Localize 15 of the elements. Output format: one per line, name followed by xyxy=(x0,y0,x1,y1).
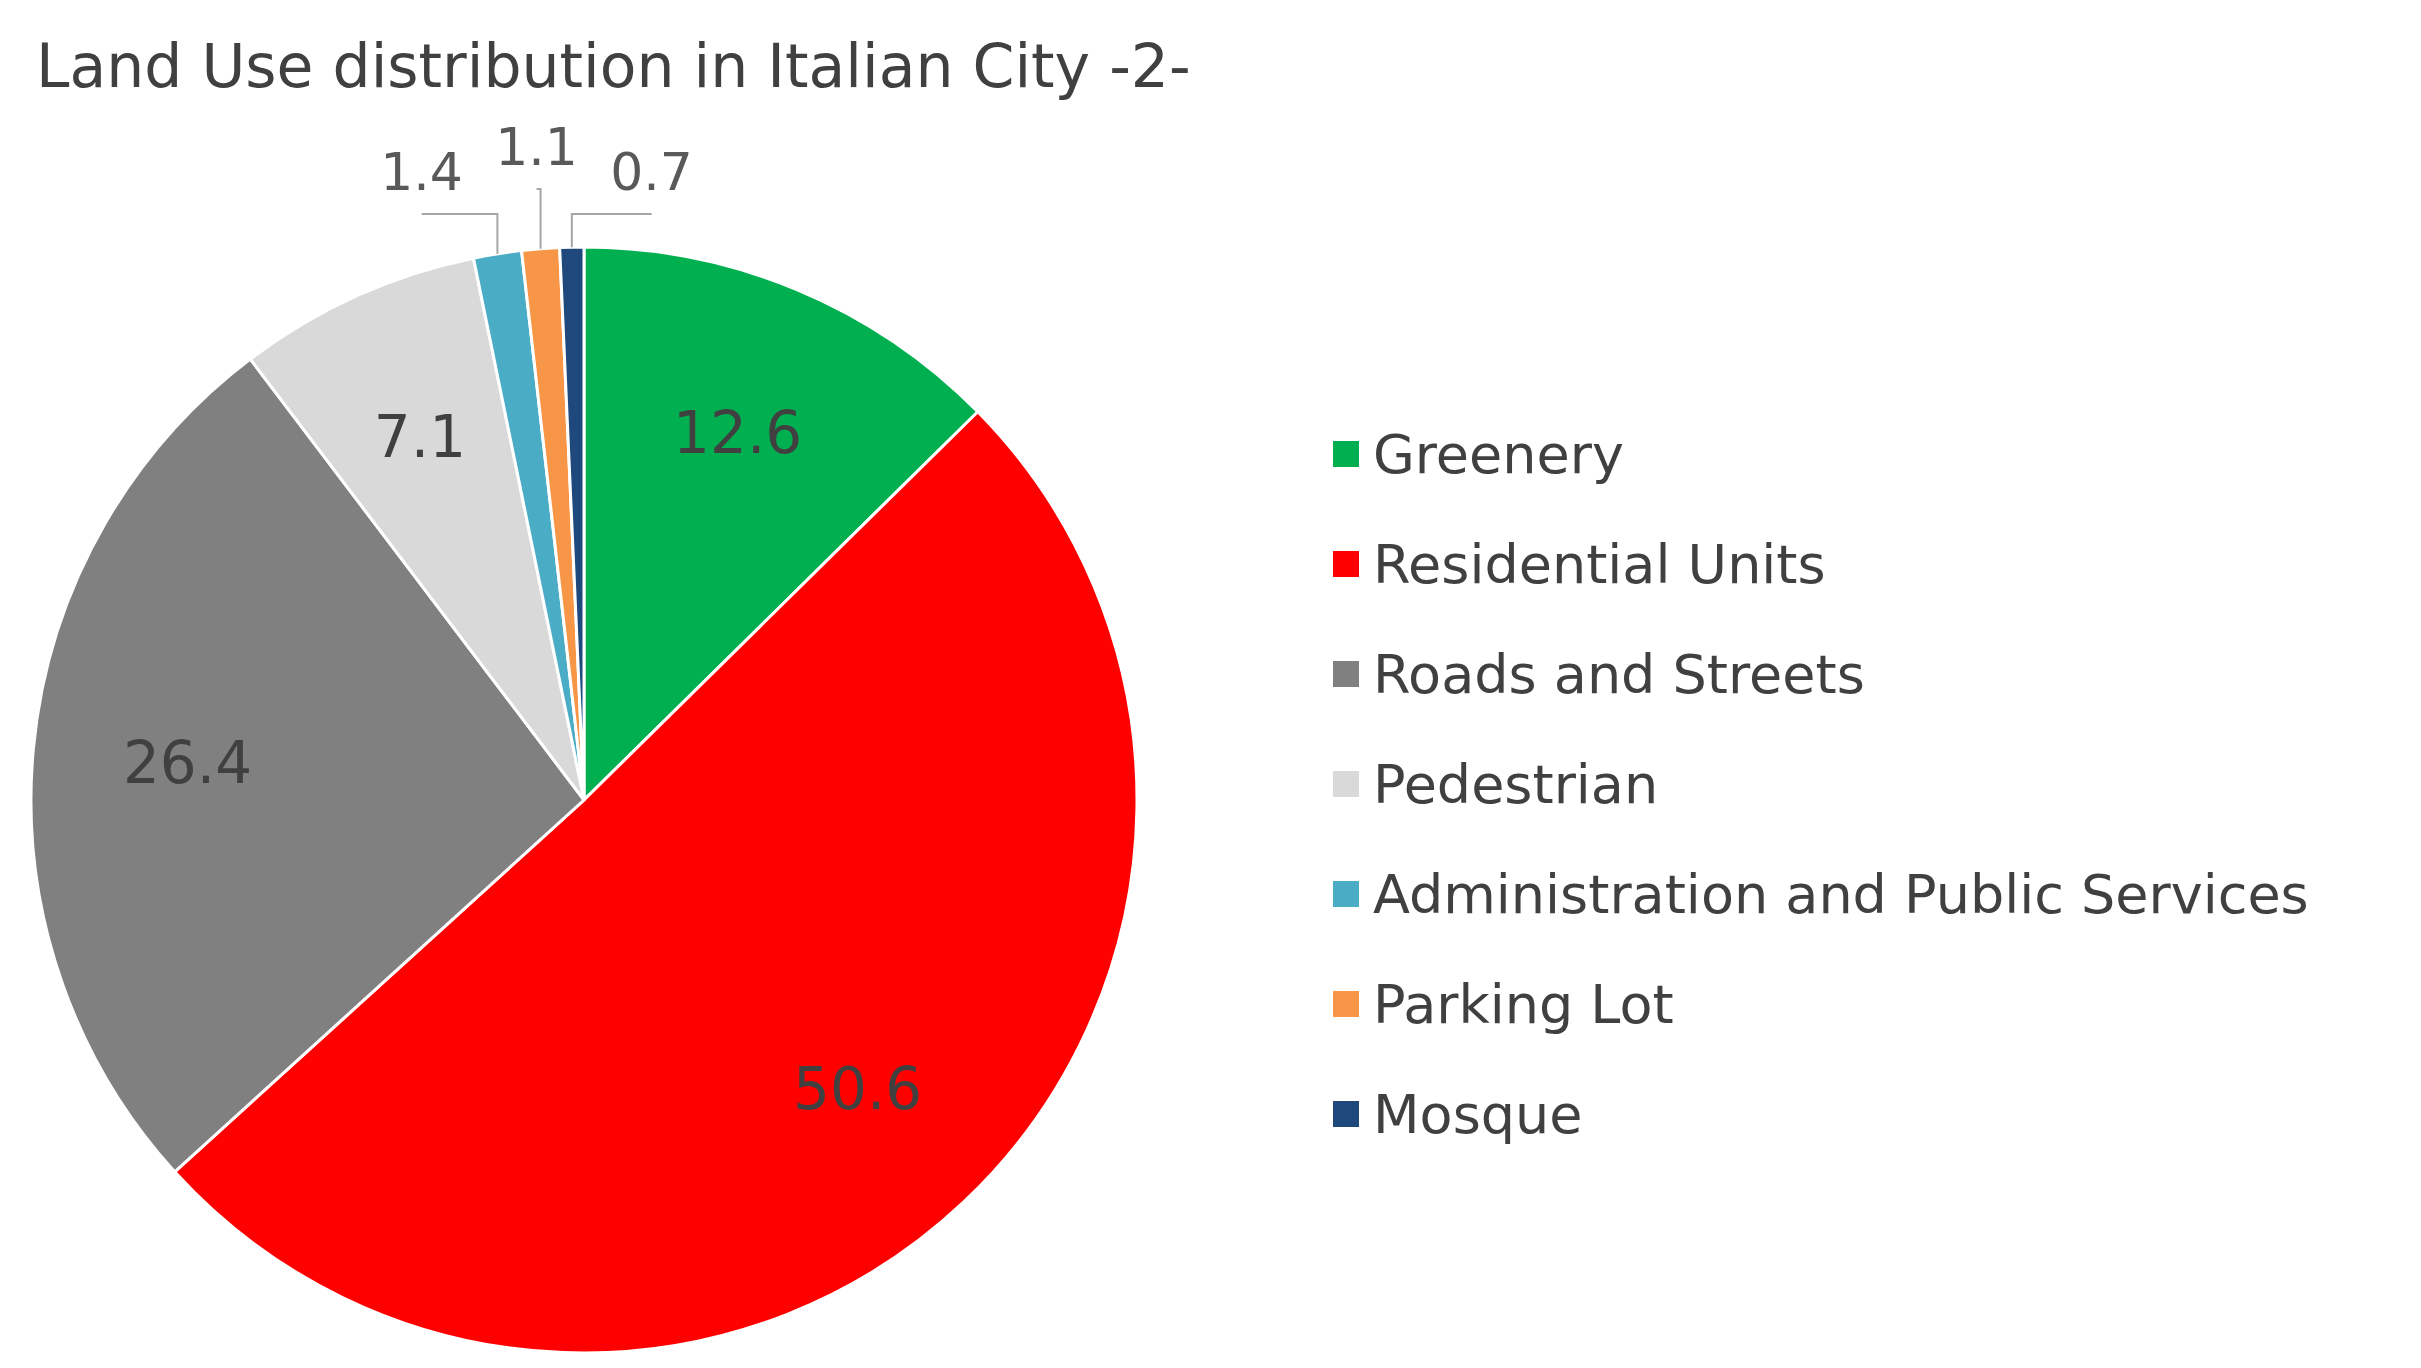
legend-label: Residential Units xyxy=(1373,532,1826,596)
data-label: 0.7 xyxy=(610,142,693,202)
data-label: 26.4 xyxy=(122,729,253,798)
legend-label: Roads and Streets xyxy=(1373,642,1865,706)
data-label: 1.4 xyxy=(380,142,463,202)
data-label: 50.6 xyxy=(793,1055,923,1124)
legend-label: Mosque xyxy=(1373,1082,1583,1146)
data-label: 1.1 xyxy=(495,117,578,177)
legend-label: Parking Lot xyxy=(1373,972,1674,1036)
data-label: 7.1 xyxy=(373,403,467,472)
legend-label: Greenery xyxy=(1373,422,1624,486)
legend-label: Administration and Public Services xyxy=(1373,862,2309,926)
legend-label: Pedestrian xyxy=(1373,752,1659,816)
data-label: 12.6 xyxy=(673,398,803,467)
chart-title: Land Use distribution in Italian City -2- xyxy=(36,31,1191,101)
